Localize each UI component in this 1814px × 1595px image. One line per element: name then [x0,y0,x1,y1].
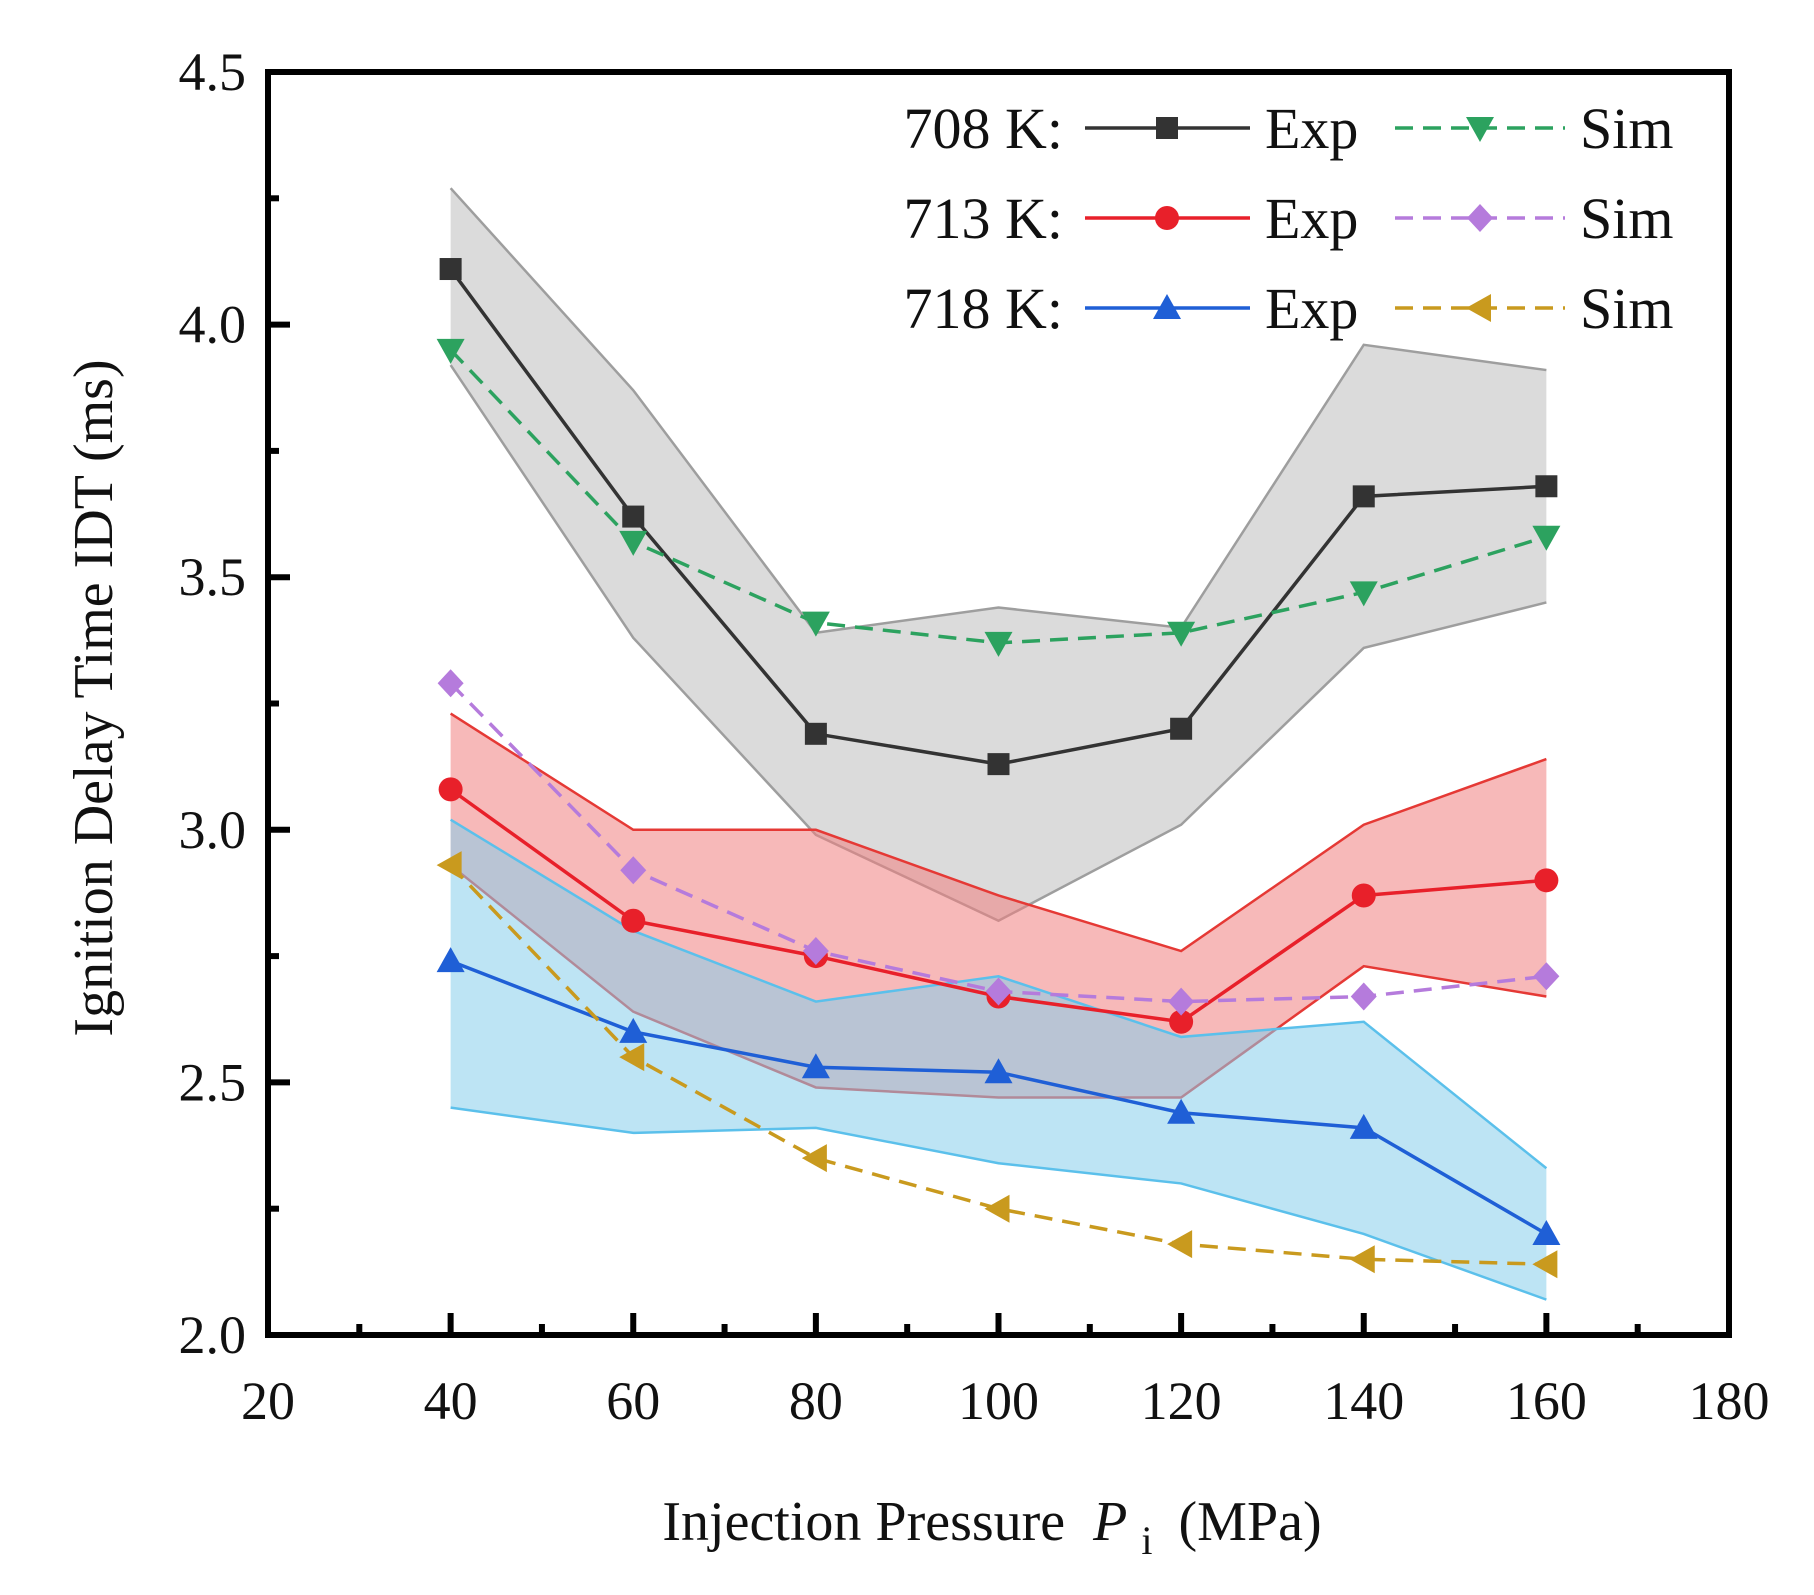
series-point-1-1 [619,530,648,556]
series-5 [436,851,1558,1279]
x-tick-label-6: 140 [1323,1371,1404,1431]
series-point-0-4 [1170,717,1193,740]
series-point-1-4 [1167,621,1196,647]
x-tick-label-8: 180 [1689,1371,1770,1431]
series-point-4-4 [1167,1098,1196,1124]
x-axis-title-unit: (MPa) [1179,1491,1322,1553]
series-point-2-1 [621,908,646,933]
x-axis-title-symbol: P [1092,1491,1127,1553]
y-tick-label-4: 4.0 [179,295,247,355]
legend-row-2: 718 K: Exp Sim [904,276,1674,341]
y-tick-label-1: 2.5 [179,1052,247,1112]
series-point-4-5 [1349,1113,1378,1139]
series-point-3-0 [437,669,464,698]
series-point-3-1 [620,856,647,885]
legend-sim-marker [1467,204,1493,232]
x-tick-label-5: 120 [1141,1371,1222,1431]
series-point-2-0 [438,777,463,802]
series-point-1-5 [1349,581,1378,607]
legend-exp-label: Exp [1265,96,1358,161]
band-lower-edge-2 [450,1106,1547,1301]
legend-exp-marker [1153,294,1181,319]
y-tick-label-5: 4.5 [179,42,247,102]
x-tick-label-4: 100 [958,1371,1039,1431]
series-point-3-4 [1168,987,1195,1016]
series-point-0-1 [622,505,645,528]
series-point-4-1 [619,1017,648,1043]
legend-sim-marker [1466,294,1491,322]
x-tick-label-7: 160 [1506,1371,1587,1431]
y-tick-label-0: 2.0 [179,1305,247,1365]
series-point-3-5 [1350,982,1377,1011]
series-point-0-2 [804,722,827,745]
band-upper-edge-0 [449,187,1547,635]
axes: 20 40 60 80 100 120 140 160 180 2.0 2.5 3.0 3.5 4.0 4.… [179,42,1770,1431]
series-point-5-2 [801,1144,827,1173]
legend-row-0: 708 K: Exp Sim [904,96,1674,161]
series-point-5-1 [619,1043,645,1072]
legend-exp-label: Exp [1265,276,1358,341]
legend-sim-label: Sim [1580,276,1674,341]
series-point-1-0 [436,338,465,364]
legend-exp-marker [1155,206,1179,230]
legend-temperature-label: 708 K: [904,96,1064,161]
series-point-1-2 [801,611,830,637]
x-axis-title-text: Injection Pressure [662,1491,1065,1553]
series-point-0-3 [987,753,1010,776]
x-tick-label-3: 80 [789,1371,843,1431]
y-tick-label-2: 3.0 [179,800,247,860]
series-point-0-6 [1535,475,1558,498]
series-point-4-0 [436,947,465,973]
x-axis-title: Injection Pressure P i (MPa) [662,1491,1321,1567]
legend-exp-label: Exp [1265,186,1358,251]
series-point-0-5 [1352,485,1375,508]
y-tick-label-3: 3.5 [179,547,247,607]
series-point-3-3 [985,977,1012,1006]
legend-temperature-label: 718 K: [904,276,1064,341]
legend: 708 K: Exp Sim 713 K: Exp Sim 718 K: Exp Sim [904,96,1674,341]
y-axis-title: Ignition Delay Time IDT (ms) [63,359,125,1036]
series-point-5-6 [1532,1250,1558,1279]
x-tick-label-0: 20 [241,1371,295,1431]
series-point-4-6 [1532,1219,1561,1245]
series-point-5-3 [984,1194,1010,1223]
series-point-2-4 [1169,1009,1194,1034]
series-point-0-0 [439,258,462,281]
legend-exp-marker [1156,117,1178,139]
series-point-4-2 [801,1053,830,1079]
series-3 [437,669,1560,1016]
series-point-1-6 [1532,525,1561,551]
data-series [436,258,1561,1279]
legend-temperature-label: 713 K: [904,186,1064,251]
series-point-5-0 [436,851,462,880]
legend-sim-marker [1466,117,1494,142]
series-point-3-6 [1533,962,1560,991]
series-point-4-3 [984,1058,1013,1084]
series-0 [439,258,1558,776]
x-tick-label-1: 40 [424,1371,478,1431]
legend-row-1: 713 K: Exp Sim [904,186,1674,251]
series-point-1-3 [984,631,1013,657]
series-4 [436,947,1561,1245]
legend-sim-label: Sim [1580,96,1674,161]
series-point-5-4 [1167,1230,1193,1259]
x-tick-label-2: 60 [606,1371,660,1431]
legend-sim-label: Sim [1580,186,1674,251]
series-point-2-5 [1351,883,1376,908]
series-point-2-6 [1534,868,1559,893]
series-point-3-2 [802,937,829,966]
x-axis-title-subscript: i [1141,1518,1152,1563]
series-point-5-5 [1349,1245,1375,1274]
band-upper-edge-1 [449,712,1547,953]
series-1 [436,338,1561,657]
